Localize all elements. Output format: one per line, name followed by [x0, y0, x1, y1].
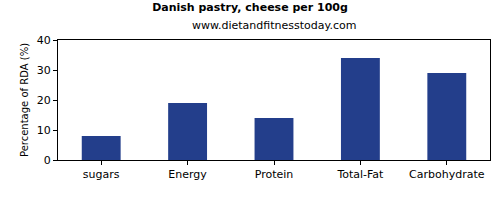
- svg-text:Danish pastry, cheese per 100g: Danish pastry, cheese per 100g: [152, 1, 348, 14]
- svg-text:Total-Fat: Total-Fat: [336, 168, 384, 181]
- svg-text:20: 20: [37, 94, 51, 107]
- svg-text:Carbohydrate: Carbohydrate: [409, 168, 485, 181]
- svg-text:Energy: Energy: [168, 168, 207, 181]
- svg-text:30: 30: [37, 64, 51, 77]
- svg-text:0: 0: [44, 154, 51, 167]
- svg-text:40: 40: [37, 34, 51, 47]
- svg-text:10: 10: [37, 124, 51, 137]
- svg-text:Percentage of RDA (%): Percentage of RDA (%): [19, 43, 30, 157]
- svg-text:www.dietandfitnesstoday.com: www.dietandfitnesstoday.com: [192, 19, 356, 32]
- svg-text:Protein: Protein: [255, 168, 294, 181]
- svg-text:sugars: sugars: [83, 168, 120, 181]
